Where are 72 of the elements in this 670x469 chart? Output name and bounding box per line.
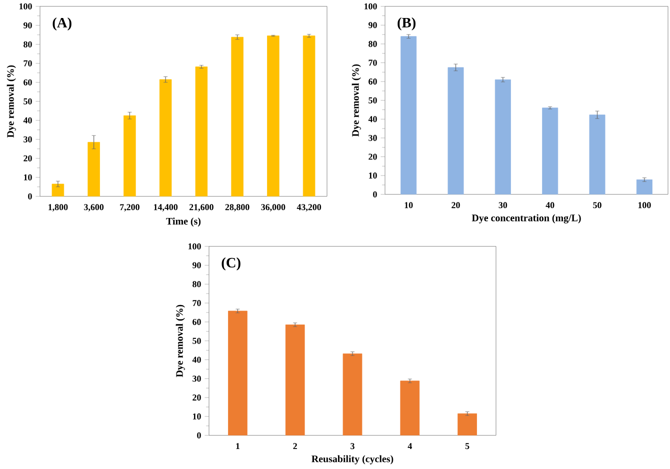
y-tick-label: 10: [24, 174, 32, 180]
x-tick-label: 40: [546, 202, 554, 208]
y-axis-title: Dye removal (%): [176, 304, 185, 377]
y-tick-label: 40: [192, 356, 201, 363]
y-tick-label: 100: [188, 243, 201, 250]
y-tick-label: 0: [28, 193, 32, 200]
y-tick-label: 20: [368, 154, 377, 160]
y-tick-label: 100: [364, 3, 377, 10]
x-tick-label: 43,200: [296, 204, 322, 212]
y-axis-title: Dye removal (%): [6, 65, 16, 138]
x-tick-label: 4: [408, 442, 412, 449]
y-tick-label: 50: [24, 98, 32, 104]
y-tick-label: 20: [192, 394, 201, 400]
y-tick-label: 70: [368, 60, 377, 66]
y-tick-label: 70: [24, 60, 32, 66]
x-tick-label: 36,000: [261, 204, 286, 212]
y-tick-label: 80: [192, 280, 201, 288]
y-tick-label: 30: [368, 134, 377, 141]
x-tick-label: 5: [465, 442, 470, 449]
y-tick-label: 50: [368, 97, 377, 104]
y-tick-label: 70: [192, 300, 201, 306]
y-tick-label: 10: [192, 413, 201, 420]
y-axis-title: Dye removal (%): [352, 64, 361, 136]
bar: [458, 413, 477, 436]
bar: [228, 310, 248, 436]
x-tick-label: 10: [404, 202, 413, 208]
bar: [342, 353, 362, 436]
y-tick-label: 100: [20, 3, 32, 10]
x-tick-label: 20: [452, 202, 460, 208]
bar: [494, 79, 511, 194]
x-tick-label: 1: [236, 442, 240, 449]
x-tick-label: 50: [593, 202, 602, 208]
y-tick-label: 30: [192, 375, 201, 382]
y-tick-label: 80: [368, 40, 377, 47]
y-tick-label: 40: [368, 116, 377, 122]
x-tick-label: 3: [350, 442, 354, 449]
x-tick-label: 1,800: [48, 204, 68, 212]
bar: [589, 114, 606, 194]
y-tick-label: 60: [192, 318, 201, 325]
annotation: (C): [222, 257, 240, 270]
x-tick-label: 21,600: [189, 204, 214, 212]
bar: [285, 324, 305, 436]
x-tick-label: 7,200: [120, 204, 140, 212]
x-tick-label: 100: [638, 202, 651, 208]
x-tick-label: 3,600: [84, 204, 104, 212]
y-tick-label: 80: [24, 41, 32, 48]
y-tick-label: 0: [197, 432, 201, 438]
x-tick-label: 2: [293, 442, 297, 449]
y-tick-label: 50: [192, 338, 201, 344]
y-tick-label: 0: [373, 191, 377, 198]
x-axis-title: Reusability (cycles): [312, 455, 394, 464]
y-tick-label: 90: [368, 22, 377, 28]
y-tick-label: 40: [23, 117, 32, 124]
y-tick-label: 60: [24, 79, 32, 86]
bar: [400, 380, 420, 436]
annotation: (A): [52, 17, 72, 30]
y-tick-label: 90: [192, 262, 201, 268]
bar: [542, 107, 558, 194]
y-tick-label: 90: [24, 22, 32, 28]
bar: [400, 36, 417, 194]
x-tick-label: 28,800: [225, 204, 250, 212]
x-axis-title: Time (s): [166, 217, 201, 226]
x-tick-label: 30: [498, 202, 508, 208]
y-tick-label: 30: [24, 136, 32, 142]
y-tick-label: 10: [368, 172, 377, 178]
y-tick-label: 20: [24, 155, 32, 162]
x-tick-label: 14,400: [154, 204, 178, 212]
annotation: (B): [398, 17, 416, 30]
bar: [636, 179, 652, 194]
y-tick-label: 60: [368, 78, 377, 84]
x-axis-title: Dye concentration (mg/L): [472, 214, 581, 224]
bar: [448, 67, 464, 194]
